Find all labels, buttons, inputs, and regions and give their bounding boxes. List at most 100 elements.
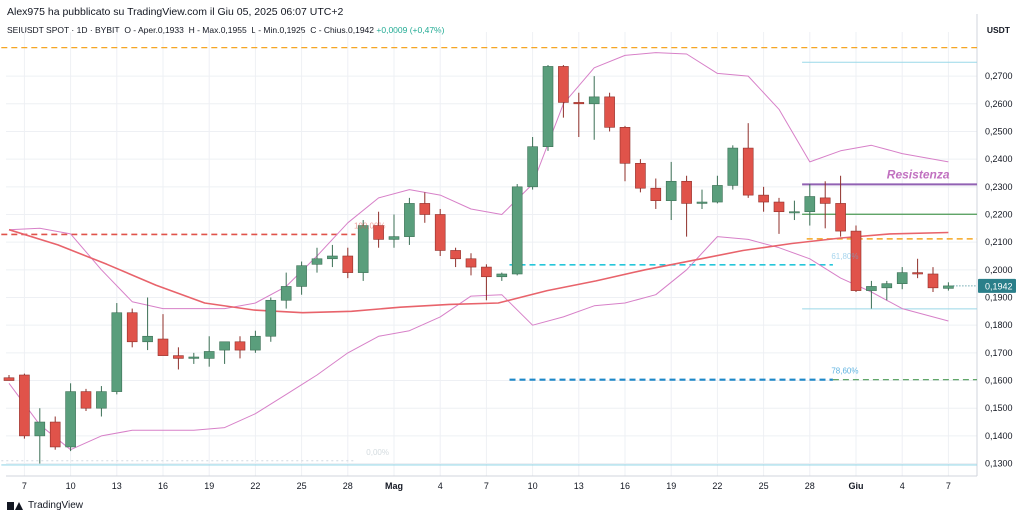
candle-down xyxy=(465,258,477,268)
open-value: O - Aper.0,1933 xyxy=(124,25,184,35)
candle-down xyxy=(681,180,692,204)
candle-down xyxy=(573,102,585,105)
candle-up xyxy=(511,186,523,275)
bollinger-lower-line xyxy=(8,236,949,451)
y-tick-label: 0,2300 xyxy=(985,182,1013,192)
candle-up xyxy=(34,421,46,437)
candle-down xyxy=(773,201,785,213)
y-tick-label: 0,1400 xyxy=(985,431,1013,441)
candle-down xyxy=(819,197,831,204)
candle-down xyxy=(49,421,61,448)
candle-down xyxy=(342,255,354,273)
candle-up xyxy=(866,286,877,291)
candle-up xyxy=(311,258,323,265)
candle-up xyxy=(327,255,338,260)
candle-up xyxy=(280,286,292,301)
tradingview-logo-icon xyxy=(7,501,23,511)
x-tick-label: 25 xyxy=(297,481,307,491)
x-tick-label: Mag xyxy=(385,481,403,491)
change-value: +0,0009 (+0,47%) xyxy=(376,25,445,35)
x-tick-label: 7 xyxy=(946,481,951,491)
high-value: H - Max.0,1955 xyxy=(188,25,247,35)
moving-average-line xyxy=(8,228,949,314)
last-price-label: 0,1942 xyxy=(985,281,1013,291)
candle-up xyxy=(789,211,800,214)
symbol-label[interactable]: SEIUSDT SPOT · 1D · BYBIT xyxy=(7,25,120,35)
candle-up xyxy=(250,335,261,351)
candle-down xyxy=(173,355,184,359)
candle-down xyxy=(80,391,92,409)
y-tick-label: 0,2100 xyxy=(985,237,1013,247)
candle-up xyxy=(388,236,400,240)
x-tick-label: 25 xyxy=(759,481,769,491)
candle-up xyxy=(588,96,600,105)
candle-up xyxy=(404,203,415,237)
chart-annotation: 100,00% xyxy=(354,221,386,230)
close-value: C - Chius.0,1942 xyxy=(310,25,375,35)
candle-down xyxy=(450,250,461,260)
footer-brand: TradingView xyxy=(28,500,84,511)
y-tick-label: 0,1700 xyxy=(985,348,1013,358)
y-tick-label: 0,1800 xyxy=(985,320,1013,330)
x-tick-label: 22 xyxy=(712,481,722,491)
x-tick-label: 4 xyxy=(900,481,905,491)
candle-down xyxy=(619,127,631,164)
x-tick-label: 13 xyxy=(112,481,122,491)
candle-up xyxy=(142,335,153,343)
x-tick-label: 28 xyxy=(805,481,815,491)
low-value: L - Min.0,1925 xyxy=(251,25,306,35)
x-tick-label: 10 xyxy=(66,481,76,491)
x-tick-label: 22 xyxy=(250,481,260,491)
candle-up xyxy=(881,283,893,289)
chart-annotation: 61,80% xyxy=(831,252,858,261)
y-tick-label: 0,2500 xyxy=(985,126,1013,136)
y-tick-label: 0,2700 xyxy=(985,71,1013,81)
candle-down xyxy=(481,266,492,278)
x-tick-label: 4 xyxy=(438,481,443,491)
y-tick-label: 0,1300 xyxy=(985,459,1013,469)
candle-down xyxy=(758,194,769,203)
candle-down xyxy=(850,230,862,291)
candle-down xyxy=(912,272,923,275)
candle-up xyxy=(727,147,739,186)
candle-down xyxy=(835,203,846,232)
symbol-ohlc-legend: SEIUSDT SPOT · 1D · BYBIT O - Aper.0,193… xyxy=(7,25,444,35)
currency-label: USDT xyxy=(986,25,1010,35)
candle-down xyxy=(234,341,246,351)
candle-down xyxy=(419,203,431,215)
x-tick-label: 13 xyxy=(574,481,584,491)
candle-down xyxy=(604,96,615,128)
x-tick-label: 7 xyxy=(484,481,489,491)
chart-annotation: Resistenza xyxy=(887,168,950,182)
candle-up xyxy=(527,146,538,188)
candle-up xyxy=(943,285,954,289)
candle-up xyxy=(804,196,816,213)
candle-up xyxy=(542,66,554,147)
y-tick-label: 0,2600 xyxy=(985,99,1013,109)
x-tick-label: 19 xyxy=(204,481,214,491)
publisher-header: Alex975 ha pubblicato su TradingView.com… xyxy=(7,6,344,18)
last-price-badge xyxy=(978,278,1016,293)
x-tick-label: 19 xyxy=(666,481,676,491)
candle-down xyxy=(927,273,939,289)
y-tick-label: 0,2200 xyxy=(985,209,1013,219)
candle-up xyxy=(357,225,369,273)
x-tick-label: 10 xyxy=(528,481,538,491)
candle-down xyxy=(635,162,646,189)
candle-up xyxy=(712,185,723,203)
candle-up xyxy=(188,356,200,359)
candle-up xyxy=(696,201,708,204)
candle-down xyxy=(373,225,384,240)
x-tick-label: Giu xyxy=(849,481,864,491)
bollinger-upper-line xyxy=(8,52,949,310)
y-tick-label: 0,1500 xyxy=(985,403,1013,413)
chart-annotation: 0,00% xyxy=(366,448,389,457)
candle-up xyxy=(219,341,230,351)
candle-up xyxy=(65,391,76,448)
candle-down xyxy=(434,214,446,251)
footer: TradingView xyxy=(7,500,83,511)
candle-down xyxy=(19,374,30,437)
y-tick-label: 0,1600 xyxy=(985,376,1013,386)
x-tick-label: 28 xyxy=(343,481,353,491)
